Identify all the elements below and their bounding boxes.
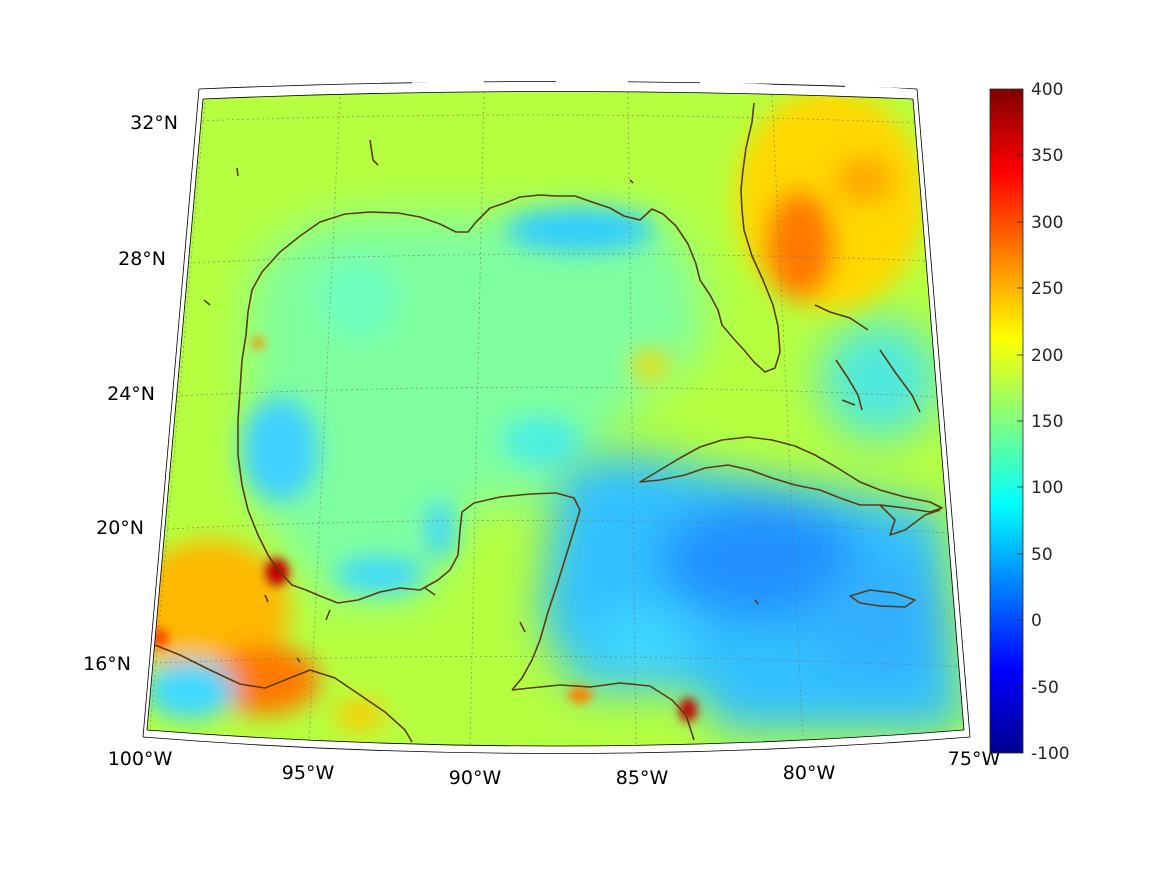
warm-fields bbox=[147, 91, 925, 730]
lat-label-32n: 32°N bbox=[130, 112, 178, 134]
latitude-labels: 32°N 28°N 24°N 20°N 16°N bbox=[83, 112, 178, 675]
coastlines bbox=[154, 102, 943, 743]
gulf-cool-patches bbox=[242, 208, 655, 593]
colorbar: 400 350 300 250 200 150 100 50 0 -50 -10… bbox=[989, 80, 1070, 764]
lat-label-24n: 24°N bbox=[107, 383, 155, 405]
colorbar-ticks bbox=[1017, 154, 1023, 688]
caribbean-field bbox=[540, 320, 964, 730]
lon-label-80w: 80°W bbox=[783, 762, 836, 784]
coastline-islands bbox=[203, 139, 759, 663]
colorbar-label-100: 100 bbox=[1031, 478, 1063, 498]
coastline-mexico bbox=[237, 311, 581, 691]
coastline-bahamas bbox=[814, 304, 921, 413]
colorbar-label-350: 350 bbox=[1031, 146, 1063, 166]
longitude-labels: 100°W 95°W 90°W 85°W 80°W 75°W bbox=[108, 748, 1001, 789]
colorbar-label-50: 50 bbox=[1031, 545, 1053, 565]
hot-spots bbox=[152, 337, 697, 722]
lon-label-85w: 85°W bbox=[616, 767, 669, 789]
coastline-honduras bbox=[511, 682, 695, 741]
lat-label-16n: 16°N bbox=[83, 653, 131, 675]
lon-label-90w: 90°W bbox=[449, 767, 502, 789]
colorbar-label-200: 200 bbox=[1031, 346, 1063, 366]
coastline-central-america bbox=[154, 644, 413, 743]
colorbar-label-400: 400 bbox=[1031, 80, 1063, 100]
coastline-jamaica bbox=[849, 589, 916, 608]
lon-label-95w: 95°W bbox=[282, 762, 335, 784]
colorbar-label-minus50: -50 bbox=[1031, 678, 1059, 698]
coastline-hispaniola bbox=[879, 504, 941, 536]
colorbar-label-250: 250 bbox=[1031, 279, 1063, 299]
colorbar-label-150: 150 bbox=[1031, 412, 1063, 432]
coastline-cuba bbox=[639, 436, 943, 513]
lon-label-75w: 75°W bbox=[948, 748, 1001, 770]
colorbar-label-0: 0 bbox=[1031, 611, 1042, 631]
map-area bbox=[147, 91, 964, 746]
lon-label-100w: 100°W bbox=[108, 748, 173, 770]
lat-label-28n: 28°N bbox=[118, 248, 166, 270]
coastline-north-gulf bbox=[247, 102, 781, 373]
map-frame bbox=[142, 79, 971, 754]
colorbar-label-300: 300 bbox=[1031, 213, 1063, 233]
colorbar-label-minus100: -100 bbox=[1031, 744, 1070, 764]
lat-label-20n: 20°N bbox=[96, 517, 144, 539]
